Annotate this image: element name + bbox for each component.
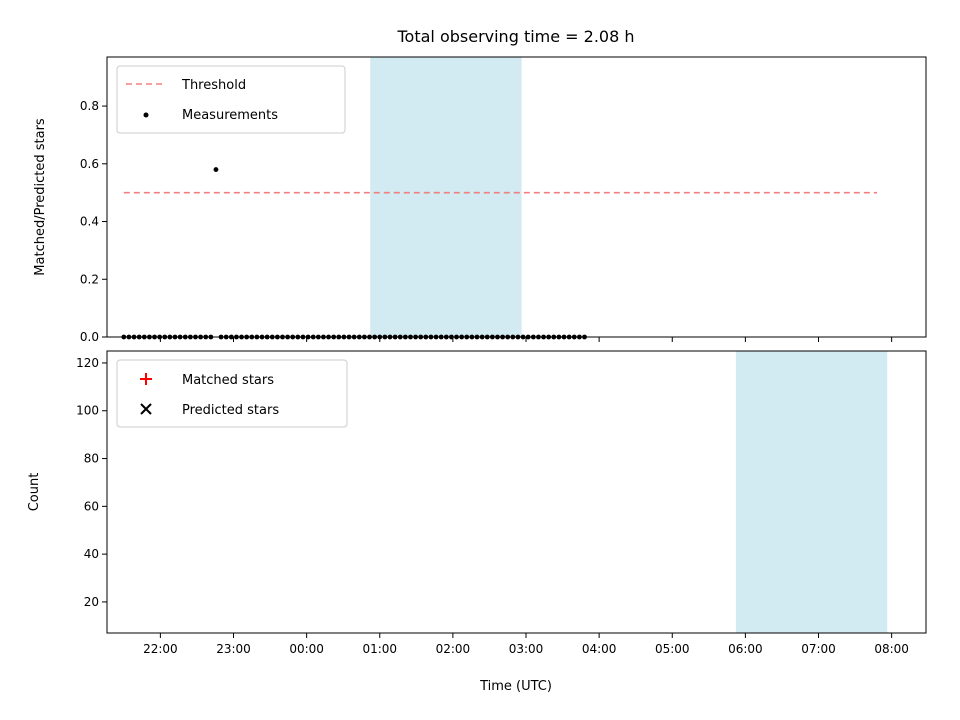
- top-panel: 0.00.20.40.60.8 Matched/Predicted stars …: [33, 56, 927, 344]
- bottom-y-axis: 20 40 60 80 100 120: [76, 356, 107, 609]
- y-tick-label: 0.0: [80, 330, 99, 344]
- x-tick-label: 05:00: [655, 642, 690, 656]
- chart-title: Total observing time = 2.08 h: [396, 27, 634, 46]
- y-tick-label: 0.6: [80, 157, 99, 171]
- legend-measurements-swatch: [143, 112, 149, 118]
- legend-matched-label: Matched stars: [182, 373, 274, 388]
- x-tick-label: 03:00: [509, 642, 544, 656]
- bottom-legend-box: [116, 359, 348, 428]
- x-tick-label: 01:00: [362, 642, 397, 656]
- x-axis-label: Time (UTC): [479, 679, 552, 694]
- legend-threshold-label: Threshold: [181, 78, 246, 93]
- bottom-axes-frame: [106, 350, 927, 634]
- x-tick-label: 08:00: [874, 642, 909, 656]
- y-tick-label: 100: [76, 404, 99, 418]
- bottom-legend: Matched stars Predicted stars: [116, 359, 348, 428]
- measurement-point: [213, 167, 219, 172]
- y-tick-label: 0.2: [80, 272, 99, 286]
- y-tick-label: 0.8: [80, 99, 99, 113]
- x-tick-label: 00:00: [289, 642, 324, 656]
- x-tick-label: 22:00: [143, 642, 178, 656]
- x-tick-label: 02:00: [436, 642, 471, 656]
- y-tick-label: 0.4: [80, 215, 99, 229]
- y-tick-label: 80: [84, 452, 99, 466]
- y-tick-label: 120: [76, 356, 99, 370]
- x-tick-label: 06:00: [728, 642, 763, 656]
- legend-matched-swatch: [140, 373, 152, 385]
- bottom-x-axis: 22:00 23:00 00:00 01:00 02:00 03:00 04:00 05:00…: [143, 633, 909, 656]
- x-tick-label: 23:00: [216, 642, 251, 656]
- bottom-panel: 20 40 60 80 100 120 22:00 23:00 00:00 01:00 02:00…: [27, 350, 927, 694]
- y-tick-label: 60: [84, 499, 99, 513]
- top-axes-frame: [106, 56, 927, 338]
- x-tick-label: 07:00: [801, 642, 836, 656]
- legend-measurements-label: Measurements: [182, 108, 278, 123]
- observing-span-highlight: [735, 351, 888, 633]
- x-tick-label: 04:00: [582, 642, 617, 656]
- bottom-y-label: Count: [27, 473, 42, 512]
- top-y-label: Matched/Predicted stars: [33, 118, 48, 276]
- y-tick-label: 20: [84, 595, 99, 609]
- top-legend-box: [116, 65, 346, 134]
- y-tick-label: 40: [84, 547, 99, 561]
- legend-predicted-label: Predicted stars: [182, 403, 279, 418]
- top-y-axis: 0.0 0.2 0.4 0.6 0.8: [80, 99, 107, 344]
- legend-predicted-swatch: [140, 403, 152, 415]
- observing-span-highlight: [370, 57, 522, 337]
- top-legend: Threshold Measurements: [116, 65, 346, 134]
